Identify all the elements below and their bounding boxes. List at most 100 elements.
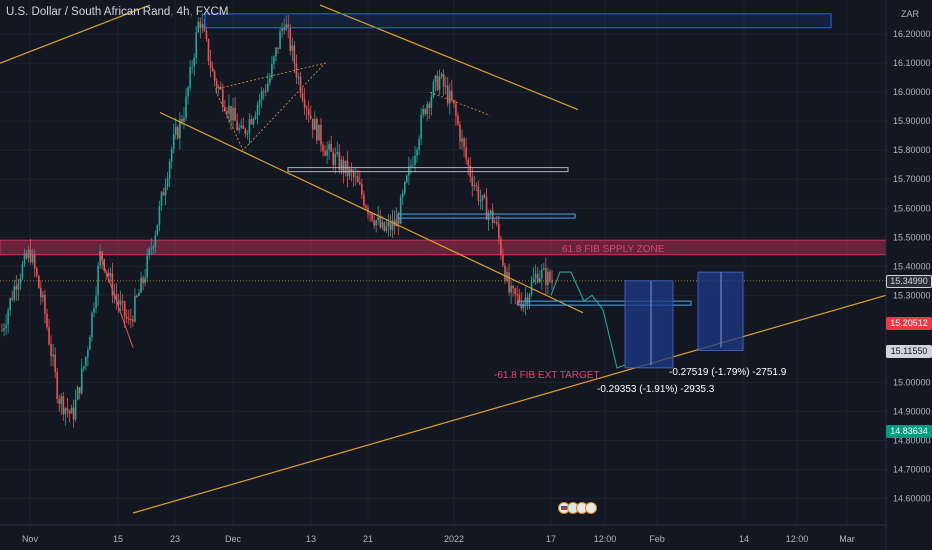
time-tick-label: 13 (306, 534, 316, 544)
candle-body (328, 143, 330, 150)
candle-body (183, 117, 185, 122)
event-badges[interactable] (558, 502, 597, 514)
candle-body (467, 159, 469, 166)
candle-body (29, 249, 32, 263)
candle-body (397, 218, 400, 224)
candle-body (101, 251, 103, 260)
candle-body (283, 27, 285, 30)
event-icon[interactable] (585, 502, 597, 514)
candle-body (60, 396, 63, 404)
candle-body (453, 100, 455, 104)
candle-body (234, 107, 236, 121)
candle-body (158, 205, 161, 225)
candle-body (504, 265, 506, 281)
time-tick-label: Feb (649, 534, 665, 544)
price-tick-label: 14.80000 (893, 435, 931, 445)
candle-body (140, 277, 142, 293)
candle-body (318, 124, 320, 141)
candle-body (107, 272, 110, 277)
candle-body (418, 138, 420, 150)
candle-body (266, 82, 269, 92)
symbol-title[interactable]: U.S. Dollar / South African Rand, 4h, FX… (6, 6, 229, 18)
candle-body (526, 297, 529, 304)
candle-body (48, 327, 50, 345)
candle-body (262, 91, 265, 93)
candle-body (224, 106, 226, 112)
candle-body (195, 32, 198, 58)
candle-body (301, 93, 304, 100)
candle-body (493, 221, 496, 223)
candle-body (444, 85, 447, 87)
candle-body (277, 47, 279, 49)
candle-body (150, 248, 153, 250)
candle-body (166, 178, 169, 187)
candle-body (168, 161, 171, 179)
candle-body (512, 285, 514, 289)
candle-body (17, 283, 20, 290)
candle-body (172, 134, 175, 149)
candle-body (95, 295, 97, 309)
candle-body (316, 118, 318, 141)
candle-body (461, 138, 463, 142)
candle-body (187, 87, 189, 97)
candle-body (510, 285, 512, 293)
candle-body (391, 220, 394, 230)
currency-label: ZAR (901, 9, 919, 19)
candle-body (356, 176, 359, 183)
candle-body (87, 349, 89, 358)
candle-body (502, 255, 504, 266)
measure-label-2: -0.29353 (-1.91%) -2935.3 (597, 384, 715, 395)
candle-body (170, 148, 173, 162)
candle-body (207, 39, 210, 62)
candle-body (146, 255, 148, 278)
price-tick-label: 15.30000 (893, 290, 931, 300)
candle-body (508, 272, 510, 293)
candle-body (3, 328, 5, 331)
price-tag-gray: 15.11550 (886, 345, 932, 358)
price-tick-label: 15.00000 (893, 377, 931, 387)
chart-grid (0, 0, 886, 525)
price-tick-label: 16.10000 (893, 58, 931, 68)
candle-body (191, 66, 193, 68)
candle-body (56, 371, 59, 400)
candle-body (162, 192, 165, 196)
candle-body (19, 278, 22, 284)
time-tick-label: 23 (170, 534, 180, 544)
candle-body (438, 76, 441, 90)
candle-body (256, 104, 259, 116)
candle-body (305, 107, 308, 109)
candle-body (495, 221, 498, 224)
candle-body (516, 294, 519, 296)
trendline-upper-left (0, 4, 151, 64)
candle-body (314, 118, 316, 130)
candle-body (273, 56, 275, 64)
price-tick-label: 16.00000 (893, 87, 931, 97)
chart-zones (0, 239, 887, 256)
symbol-exchange: FXCM (195, 6, 229, 18)
candle-body (271, 63, 273, 78)
candle-body (70, 407, 73, 414)
level-box-low (517, 300, 692, 306)
projection-box-2 (697, 271, 744, 351)
candle-body (9, 298, 11, 311)
candle-body (424, 109, 427, 115)
candle-body (297, 76, 300, 78)
top-target-box (204, 13, 832, 29)
candle-body (236, 120, 238, 131)
price-tick-label: 15.40000 (893, 261, 931, 271)
price-tick-label: 14.90000 (893, 406, 931, 416)
projected-path (550, 271, 626, 369)
candle-body (551, 280, 553, 283)
candle-body (62, 396, 65, 415)
candle-body (156, 224, 159, 236)
candle-body (91, 312, 93, 337)
candle-body (189, 66, 191, 88)
candle-body (115, 294, 118, 300)
price-tick-label: 15.50000 (893, 232, 931, 242)
candle-body (217, 86, 220, 89)
candle-body (21, 264, 24, 279)
candle-body (7, 310, 9, 325)
candle-body (85, 357, 87, 367)
candle-body (528, 294, 531, 304)
